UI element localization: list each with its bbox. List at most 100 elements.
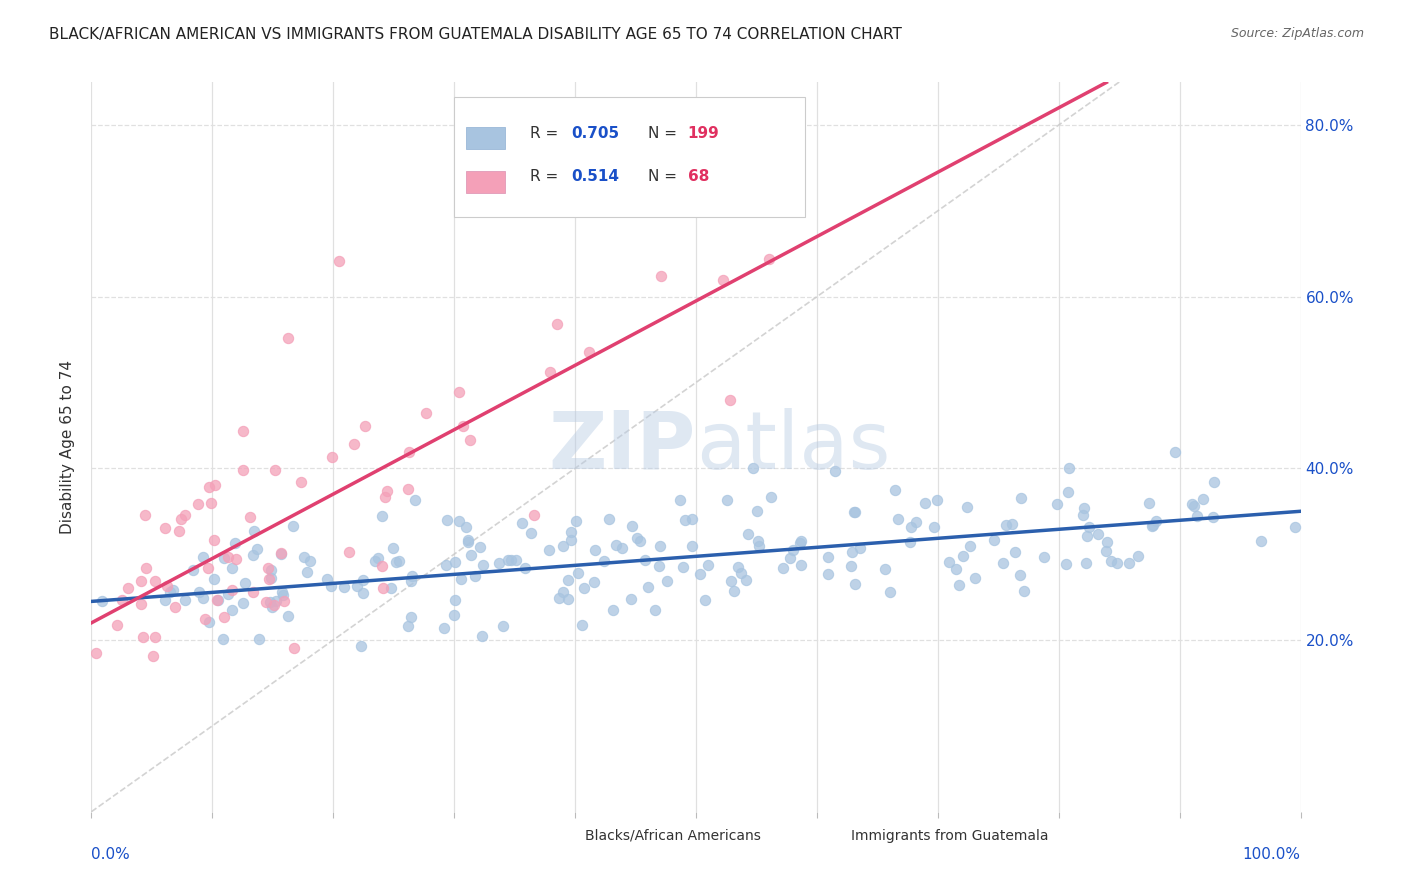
Point bbox=[720, 574, 742, 589]
Point bbox=[295, 565, 318, 579]
Point bbox=[1126, 549, 1149, 564]
Point bbox=[512, 516, 534, 530]
Point bbox=[499, 553, 522, 567]
Point bbox=[456, 519, 478, 533]
Point bbox=[520, 525, 543, 540]
Point bbox=[143, 574, 166, 589]
Point bbox=[471, 629, 494, 643]
Point bbox=[557, 574, 579, 588]
Point bbox=[689, 567, 711, 582]
Point bbox=[283, 641, 305, 656]
Point bbox=[371, 509, 394, 524]
Point bbox=[202, 533, 225, 547]
Point bbox=[346, 579, 368, 593]
Point bbox=[560, 533, 582, 547]
Bar bbox=[467, 171, 505, 193]
Point bbox=[129, 597, 152, 611]
Point bbox=[959, 539, 981, 553]
Point bbox=[849, 541, 872, 556]
Point bbox=[225, 552, 247, 566]
Point bbox=[277, 608, 299, 623]
Point bbox=[134, 508, 156, 523]
Point bbox=[1076, 529, 1098, 543]
Point bbox=[333, 580, 356, 594]
Point bbox=[993, 556, 1015, 570]
Point bbox=[173, 508, 195, 522]
Point bbox=[628, 534, 651, 549]
Point bbox=[1144, 514, 1167, 528]
Point bbox=[560, 525, 582, 540]
Point bbox=[1008, 568, 1031, 582]
Point bbox=[650, 203, 672, 218]
Point bbox=[398, 445, 420, 459]
Point bbox=[1137, 496, 1160, 510]
Point bbox=[610, 541, 633, 555]
Point bbox=[839, 559, 862, 574]
Point bbox=[198, 480, 221, 494]
Point bbox=[844, 577, 866, 591]
Point bbox=[633, 553, 655, 567]
Point bbox=[371, 559, 394, 574]
Point bbox=[905, 515, 928, 529]
Point bbox=[191, 591, 214, 606]
Point bbox=[547, 591, 569, 605]
Point bbox=[842, 505, 865, 519]
Point bbox=[163, 600, 186, 615]
Point bbox=[1095, 535, 1118, 549]
Point bbox=[994, 517, 1017, 532]
Point bbox=[263, 463, 285, 477]
Point bbox=[273, 593, 295, 607]
Point bbox=[457, 535, 479, 549]
Point bbox=[367, 551, 389, 566]
Point bbox=[673, 513, 696, 527]
Text: R =: R = bbox=[530, 169, 564, 185]
Point bbox=[316, 573, 339, 587]
Point bbox=[1078, 520, 1101, 534]
Point bbox=[1105, 556, 1128, 570]
Text: atlas: atlas bbox=[696, 408, 890, 486]
Point bbox=[374, 490, 396, 504]
Point bbox=[1118, 556, 1140, 570]
Point bbox=[900, 520, 922, 534]
Point bbox=[470, 540, 492, 554]
Point bbox=[772, 561, 794, 575]
Point bbox=[672, 560, 695, 574]
Point bbox=[546, 317, 568, 331]
Point bbox=[232, 424, 254, 438]
Point bbox=[290, 475, 312, 489]
Point bbox=[593, 554, 616, 568]
Point bbox=[214, 609, 236, 624]
Point bbox=[922, 520, 945, 534]
Point bbox=[963, 571, 986, 585]
Point bbox=[1191, 492, 1213, 507]
Point bbox=[735, 573, 758, 587]
Text: N =: N = bbox=[648, 169, 686, 185]
Text: 68: 68 bbox=[688, 169, 709, 185]
Point bbox=[1185, 508, 1208, 523]
Point bbox=[352, 586, 374, 600]
Point bbox=[697, 558, 720, 572]
FancyBboxPatch shape bbox=[454, 96, 804, 217]
Point bbox=[217, 587, 239, 601]
Y-axis label: Disability Age 65 to 74: Disability Age 65 to 74 bbox=[60, 359, 76, 534]
Point bbox=[198, 615, 221, 630]
Point bbox=[382, 541, 405, 555]
Point bbox=[747, 533, 769, 548]
Point bbox=[153, 592, 176, 607]
Text: 0.705: 0.705 bbox=[571, 126, 620, 141]
Text: 100.0%: 100.0% bbox=[1243, 847, 1301, 862]
Point bbox=[432, 622, 454, 636]
Point bbox=[193, 550, 215, 565]
Point bbox=[727, 560, 749, 574]
Point bbox=[212, 550, 235, 565]
Text: Immigrants from Guatemala: Immigrants from Guatemala bbox=[851, 829, 1049, 843]
Point bbox=[583, 575, 606, 590]
Point bbox=[716, 492, 738, 507]
Point bbox=[1099, 554, 1122, 568]
Point bbox=[564, 514, 586, 528]
Point bbox=[204, 478, 226, 492]
Point bbox=[142, 649, 165, 664]
Point bbox=[883, 483, 905, 498]
Text: 199: 199 bbox=[688, 126, 720, 141]
Point bbox=[257, 560, 280, 574]
